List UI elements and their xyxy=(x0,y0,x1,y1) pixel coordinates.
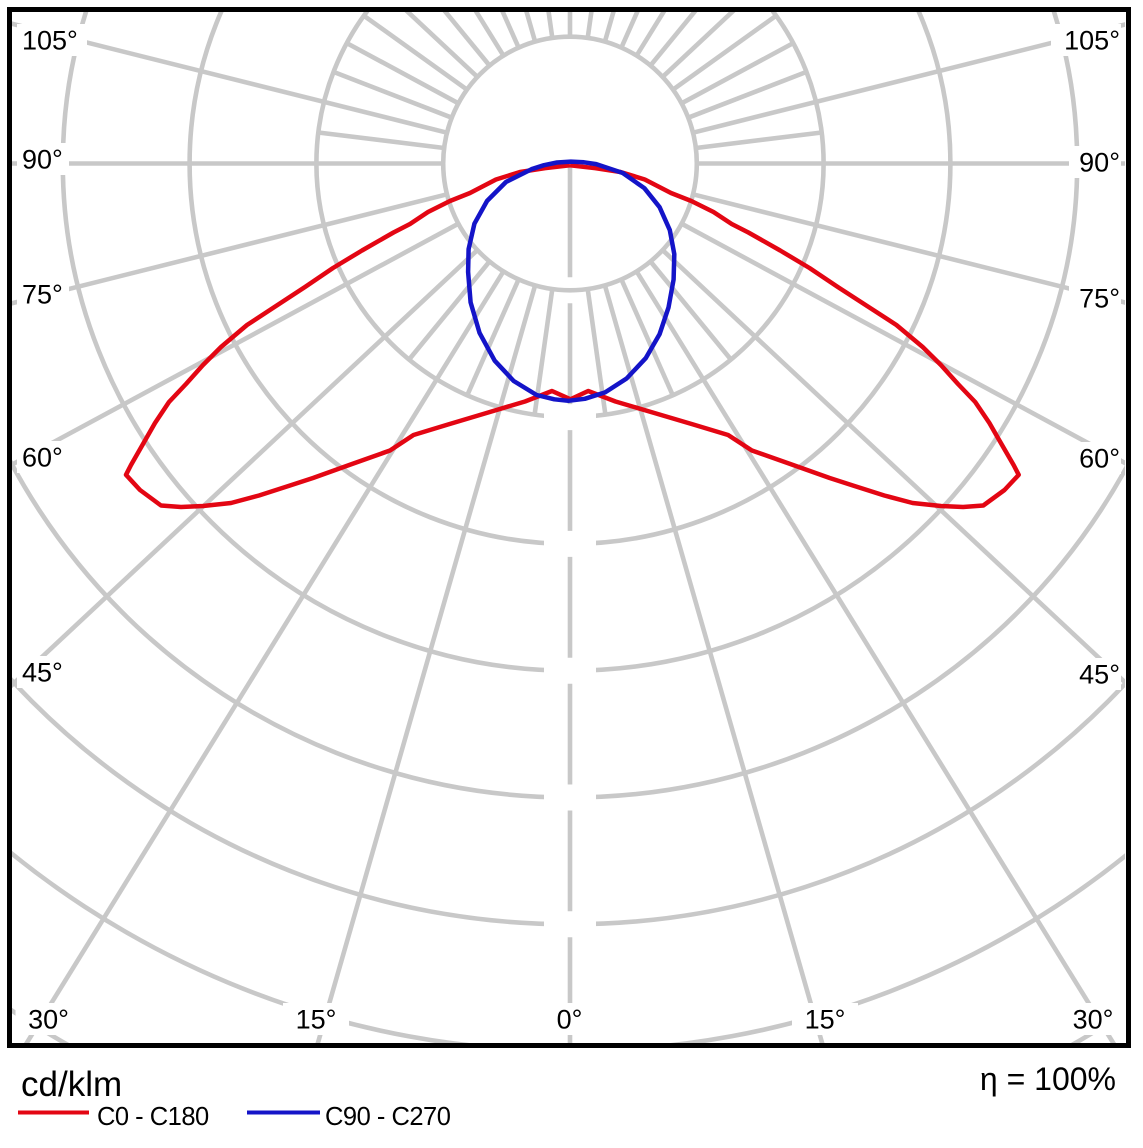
svg-text:15°: 15° xyxy=(805,1005,846,1035)
svg-text:30°: 30° xyxy=(28,1005,69,1035)
svg-text:75°: 75° xyxy=(22,280,63,310)
svg-text:C0 - C180: C0 - C180 xyxy=(97,1103,209,1131)
svg-text:C90 - C270: C90 - C270 xyxy=(325,1103,451,1131)
svg-text:75°: 75° xyxy=(1079,284,1120,314)
svg-text:cd/klm: cd/klm xyxy=(21,1065,122,1104)
svg-text:90°: 90° xyxy=(1079,148,1120,178)
svg-text:60°: 60° xyxy=(1079,444,1120,474)
svg-text:45°: 45° xyxy=(1079,660,1120,690)
svg-text:45°: 45° xyxy=(22,658,63,688)
svg-text:η = 100%: η = 100% xyxy=(980,1061,1116,1097)
svg-text:105°: 105° xyxy=(22,26,78,56)
svg-text:90°: 90° xyxy=(22,145,63,175)
svg-text:105°: 105° xyxy=(1064,26,1120,56)
svg-text:60°: 60° xyxy=(22,443,63,473)
svg-text:0°: 0° xyxy=(557,1005,583,1035)
svg-text:30°: 30° xyxy=(1073,1005,1114,1035)
svg-text:15°: 15° xyxy=(296,1005,337,1035)
